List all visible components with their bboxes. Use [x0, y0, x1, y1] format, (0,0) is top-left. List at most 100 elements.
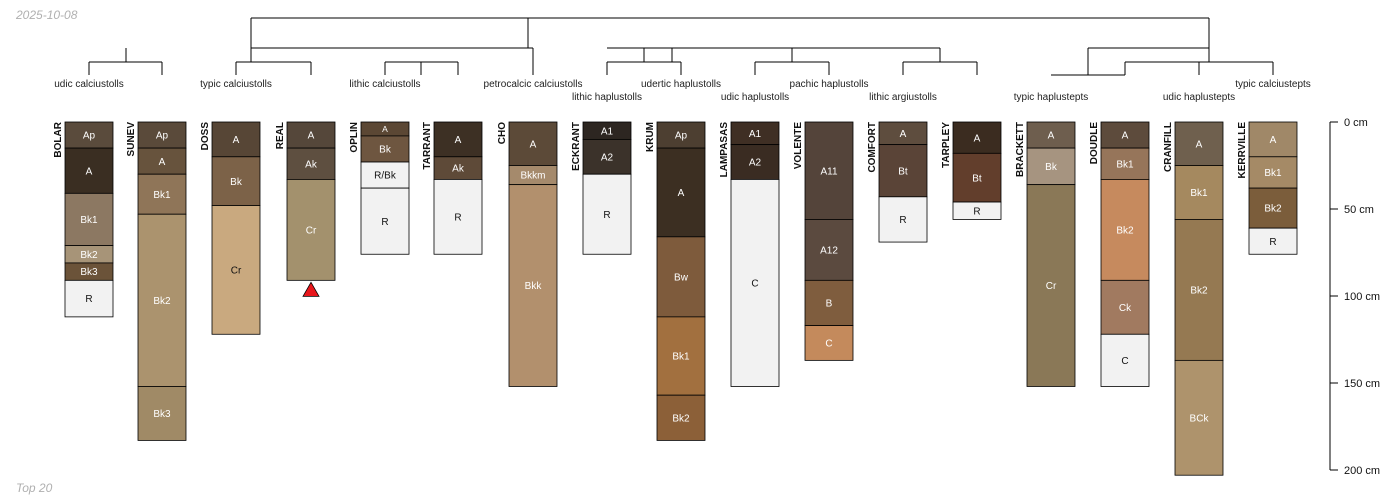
profile-name: BRACKETT — [1015, 122, 1026, 177]
horizon-c — [730, 179, 780, 387]
profile-kerrville: A Bk1 Bk2 R KERRVILLE — [1237, 121, 1298, 255]
horizon-label: Bk3 — [153, 409, 171, 420]
horizon-ck — [1100, 279, 1150, 335]
horizon-label: A — [1122, 131, 1129, 142]
horizon-a — [64, 147, 114, 194]
horizon-label: Bk2 — [1116, 225, 1134, 236]
horizon-label: R — [85, 294, 92, 305]
horizon-label: Ak — [305, 159, 318, 170]
horizon-label: Ak — [452, 164, 465, 175]
horizon-label: Bk1 — [80, 215, 98, 226]
profile-name: DOSS — [200, 122, 211, 151]
horizon-c — [1100, 333, 1150, 387]
horizon-a — [952, 121, 1002, 154]
depth-tick-label: 150 cm — [1344, 378, 1380, 390]
profile-comfort: A Bt R COMFORT — [867, 121, 928, 243]
horizon-label: R — [899, 215, 906, 226]
caption-label: Top 20 — [16, 481, 53, 495]
horizon-label: Bk1 — [1116, 159, 1134, 170]
horizon-a — [1174, 121, 1224, 166]
horizon-label: A1 — [749, 129, 762, 140]
profile-name: OPLIN — [349, 122, 360, 153]
taxon-label: udertic haplustolls — [641, 79, 721, 90]
horizon-label: R — [1269, 237, 1276, 248]
horizon-label: Bw — [674, 272, 689, 283]
taxa-labels: udic calciustolls typic calciustolls lithi… — [54, 79, 1311, 103]
horizon-label: B — [826, 299, 833, 310]
horizon-label: A1 — [601, 126, 614, 137]
horizon-label: Bkkm — [521, 171, 546, 182]
horizon-bk1 — [137, 173, 187, 215]
profile-real: A Ak Cr REAL — [275, 121, 336, 297]
profile-name: BOLAR — [53, 121, 64, 157]
profile-lampasas: A1 A2 C LAMPASAS — [719, 121, 780, 387]
horizon-label: A — [159, 157, 166, 168]
horizon-label: C — [1121, 356, 1128, 367]
horizon-a2 — [582, 138, 632, 175]
taxon-label: typic haplustepts — [1014, 92, 1089, 103]
profile-krum: Ap A Bw Bk1 Bk2 KRUM — [645, 121, 706, 441]
horizon-label: Bkk — [525, 281, 543, 292]
profile-eckrant: A1 A2 R ECKRANT — [571, 121, 632, 255]
horizon-label: R — [381, 217, 388, 228]
depth-tick-label: 200 cm — [1344, 465, 1380, 477]
horizon-label: A — [233, 135, 240, 146]
horizon-label: Ap — [83, 131, 96, 142]
profile-name: KERRVILLE — [1237, 122, 1248, 179]
profile-name: VOLENTE — [793, 122, 804, 170]
horizon-bk1 — [1174, 165, 1224, 220]
horizon-bk3 — [137, 386, 187, 441]
horizon-bk1 — [1100, 147, 1150, 180]
horizon-label: Bk2 — [1190, 286, 1208, 297]
taxon-label: udic haplustepts — [1163, 92, 1235, 103]
horizon-label: A — [455, 135, 462, 146]
horizon-label: Bk1 — [1264, 168, 1282, 179]
horizon-label: C — [751, 279, 758, 290]
horizon-label: Cr — [306, 225, 317, 236]
depth-tick-label: 0 cm — [1344, 117, 1368, 129]
horizon-label: A11 — [820, 166, 837, 177]
taxon-label: pachic haplustolls — [790, 79, 869, 90]
profile-name: REAL — [275, 122, 286, 149]
dendrogram — [88, 17, 1274, 76]
horizon-r — [952, 201, 1002, 220]
profile-bolar: Ap A Bk1 Bk2 Bk3 R BOLAR — [53, 121, 114, 318]
horizon-label: Cr — [1046, 281, 1057, 292]
horizon-bk — [360, 135, 410, 163]
taxon-label: udic calciustolls — [54, 79, 123, 90]
truncation-marker — [302, 281, 320, 297]
horizon-bw — [656, 236, 706, 318]
horizon-label: BCk — [1190, 413, 1210, 424]
horizon-label: Bk — [379, 145, 392, 156]
horizon-label: R — [973, 206, 980, 217]
horizon-bk1 — [656, 316, 706, 396]
horizon-bk2 — [656, 394, 706, 441]
horizon-ap — [64, 121, 114, 149]
horizon-label: A — [382, 124, 388, 134]
profile-name: COMFORT — [867, 122, 878, 173]
horizon-a — [508, 121, 558, 166]
taxon-label: lithic argiustolls — [869, 92, 937, 103]
horizon-r — [582, 173, 632, 255]
horizon-label: Bk1 — [153, 190, 171, 201]
horizon-a — [286, 121, 336, 149]
horizon-label: Ap — [156, 131, 169, 142]
date-label: 2025-10-08 — [16, 8, 78, 22]
horizon-bk2 — [1248, 187, 1298, 229]
horizon-label: A — [678, 188, 685, 199]
horizon-label: Bk1 — [1190, 188, 1208, 199]
depth-tick-label: 50 cm — [1344, 204, 1374, 216]
profile-tarpley: A Bt R TARPLEY — [941, 121, 1002, 220]
horizon-label: Bk — [1045, 162, 1058, 173]
horizon-label: Bk2 — [1264, 204, 1282, 215]
horizon-bk2 — [137, 213, 187, 387]
profile-name: TARPLEY — [941, 122, 952, 168]
horizon-r — [433, 179, 483, 255]
horizon-label: Cr — [231, 266, 242, 277]
taxon-label: typic calciustepts — [1235, 79, 1311, 90]
horizon-label: Ap — [675, 131, 688, 142]
profile-doudle: A Bk1 Bk2 Ck C DOUDLE — [1089, 121, 1150, 387]
taxon-label: lithic calciustolls — [349, 79, 420, 90]
horizon-bk1 — [1248, 156, 1298, 189]
